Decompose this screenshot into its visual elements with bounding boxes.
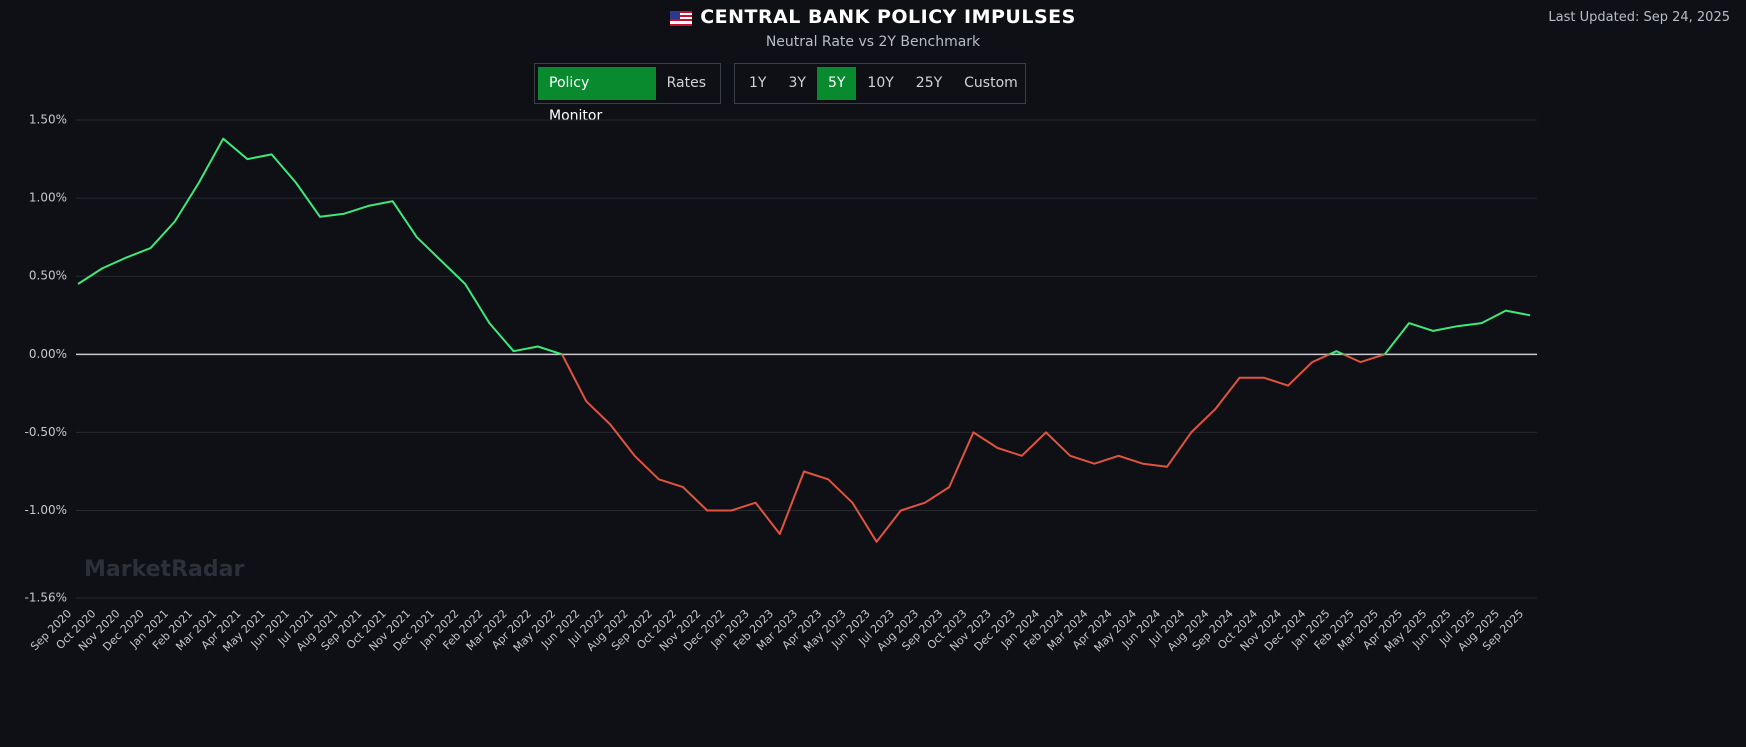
x-tick-label: Dec 2021 [391, 607, 438, 654]
x-tick-label: Apr 2021 [199, 607, 244, 652]
x-tick-label: Apr 2023 [780, 607, 825, 652]
x-tick-label: Dec 2022 [681, 607, 728, 654]
x-tick-label: Feb 2024 [1021, 607, 1066, 652]
x-tick-label: Feb 2025 [1312, 607, 1357, 652]
view-button[interactable]: Policy Monitor [538, 67, 656, 124]
x-tick-label: Mar 2021 [173, 607, 219, 653]
x-tick-label: Jun 2024 [1119, 607, 1163, 651]
x-tick-label: Mar 2025 [1335, 607, 1381, 653]
x-tick-label: Jun 2022 [538, 607, 582, 651]
x-tick-label: Apr 2025 [1360, 607, 1405, 652]
x-tick-label: Aug 2021 [294, 607, 341, 654]
y-tick-label: 1.00% [29, 191, 67, 205]
subtitle: Neutral Rate vs 2Y Benchmark [765, 34, 981, 50]
y-tick-label: -1.00% [25, 503, 67, 517]
y-tick-label: -0.50% [25, 425, 67, 439]
y-tick-label: 0.50% [29, 269, 67, 283]
x-tick-label: Dec 2024 [1262, 607, 1309, 654]
x-tick-label: Dec 2023 [972, 607, 1019, 654]
x-tick-label: Oct 2024 [1215, 607, 1260, 652]
x-tick-label: Nov 2020 [76, 607, 123, 654]
x-tick-label: Jul 2022 [565, 607, 607, 649]
data-line [77, 137, 1531, 543]
x-tick-label: Nov 2023 [947, 607, 994, 654]
x-tick-label: Sep 2024 [1190, 607, 1236, 653]
x-tick-label: Sep 2023 [899, 607, 945, 653]
us-flag [670, 11, 693, 26]
title-row: CENTRAL BANK POLICY IMPULSES [0, 6, 1746, 28]
x-tick-label: Jan 2021 [127, 607, 171, 651]
x-tick-label: Dec 2020 [100, 607, 147, 654]
x-tick-label: Sep 2022 [609, 607, 655, 653]
x-tick-label: Jan 2024 [998, 607, 1042, 651]
x-tick-label: Sep 2020 [28, 607, 74, 653]
x-tick-label: May 2023 [801, 607, 849, 655]
range-button[interactable]: 10Y [867, 75, 894, 91]
x-tick-label: May 2021 [220, 607, 268, 655]
y-tick-label: 0.00% [29, 347, 67, 361]
x-tick-label: Oct 2023 [925, 607, 970, 652]
x-tick-label: May 2024 [1092, 607, 1140, 655]
x-tick-label: Jun 2025 [1409, 607, 1453, 651]
x-tick-label: Oct 2021 [344, 607, 389, 652]
x-tick-label: Oct 2022 [634, 607, 679, 652]
range-button[interactable]: 3Y [788, 75, 806, 91]
watermark: MarketRadar [84, 557, 244, 582]
page-title: CENTRAL BANK POLICY IMPULSES [700, 6, 1076, 28]
x-tick-label: Nov 2024 [1238, 607, 1285, 654]
x-tick-label: Sep 2025 [1480, 607, 1526, 653]
x-tick-label: Mar 2024 [1045, 607, 1091, 653]
x-tick-label: Feb 2022 [440, 607, 485, 652]
x-tick-label: May 2025 [1382, 607, 1430, 655]
x-tick-label: Apr 2024 [1070, 607, 1115, 652]
x-tick-label: May 2022 [511, 607, 559, 655]
view-toggle: Policy Monitor Rates [534, 63, 721, 124]
last-updated: Last Updated: Sep 24, 2025 [1548, 10, 1730, 25]
x-tick-label: Feb 2021 [150, 607, 195, 652]
y-tick-label: -1.56% [25, 591, 67, 605]
x-tick-label: Apr 2022 [489, 607, 534, 652]
x-tick-label: Jul 2021 [275, 607, 317, 649]
x-tick-label: Mar 2022 [464, 607, 510, 653]
x-tick-label: Jan 2023 [708, 607, 752, 651]
x-tick-label: Aug 2025 [1455, 607, 1502, 654]
x-tick-label: Jul 2023 [855, 607, 897, 649]
range-toggle: 1Y 3Y 5Y 10Y 25Y Custom [734, 63, 1026, 104]
x-tick-label: Jul 2025 [1436, 607, 1478, 649]
y-tick-label: 1.50% [29, 113, 67, 127]
x-tick-label: Sep 2021 [319, 607, 365, 653]
x-tick-label: Feb 2023 [731, 607, 776, 652]
x-tick-label: Jun 2023 [829, 607, 873, 651]
range-button[interactable]: 1Y [749, 75, 767, 91]
x-tick-label: Aug 2022 [584, 607, 631, 654]
x-tick-label: Nov 2021 [366, 607, 413, 654]
range-button[interactable]: 25Y [915, 75, 943, 91]
x-tick-label: Jun 2021 [248, 607, 292, 651]
x-tick-label: Nov 2022 [657, 607, 704, 654]
x-tick-label: Mar 2023 [754, 607, 800, 653]
x-tick-label: Aug 2024 [1165, 607, 1212, 654]
x-tick-label: Aug 2023 [875, 607, 922, 654]
x-tick-label: Jan 2022 [417, 607, 461, 651]
view-button[interactable]: Rates [666, 75, 706, 91]
x-tick-label: Jan 2025 [1288, 607, 1332, 651]
x-tick-label: Jul 2024 [1146, 607, 1188, 649]
x-tick-label: Oct 2020 [54, 607, 99, 652]
range-button[interactable]: Custom [964, 75, 1018, 91]
range-button[interactable]: 5Y [816, 67, 857, 100]
